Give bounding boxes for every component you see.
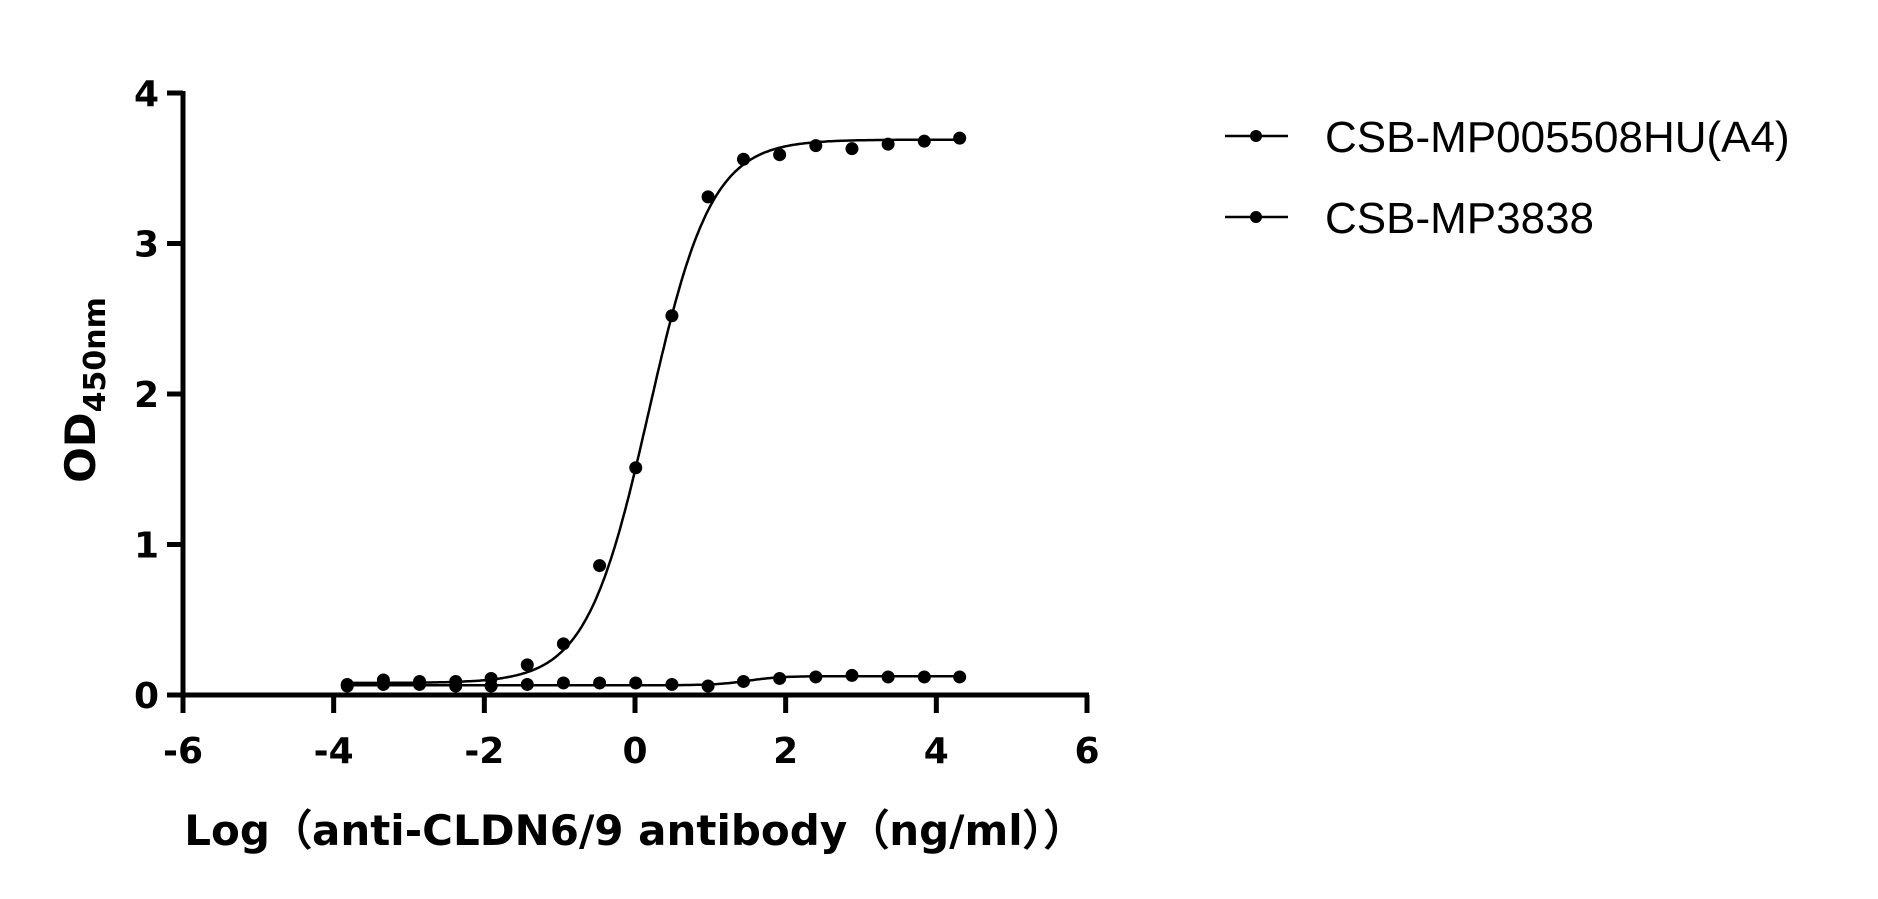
data-point-series-1 xyxy=(917,134,931,148)
y-axis-title-main: OD xyxy=(56,412,105,483)
data-point-series-2 xyxy=(449,679,463,693)
x-tick-label: 4 xyxy=(924,731,949,772)
data-point-series-1 xyxy=(701,190,715,204)
data-point-series-2 xyxy=(953,670,967,684)
plot-area xyxy=(340,131,967,693)
data-point-series-1 xyxy=(593,559,607,573)
legend-marker-2 xyxy=(1250,211,1262,223)
data-point-series-1 xyxy=(556,637,570,651)
data-point-series-1 xyxy=(773,148,787,162)
x-axis-title: Log（anti-CLDN6/9 antibody（ng/ml）） xyxy=(184,806,1085,855)
x-tick-label: -6 xyxy=(163,731,203,772)
data-point-series-2 xyxy=(556,676,570,690)
data-point-series-1 xyxy=(809,139,823,153)
data-point-series-1 xyxy=(953,131,967,145)
y-axis-title: OD450nm xyxy=(56,297,113,483)
x-tick-label: -2 xyxy=(464,731,504,772)
data-point-series-2 xyxy=(593,676,607,690)
data-point-series-2 xyxy=(484,679,498,693)
data-point-series-2 xyxy=(340,679,354,693)
data-point-series-2 xyxy=(917,670,931,684)
y-tick-label: 0 xyxy=(134,676,159,717)
data-point-series-2 xyxy=(809,670,823,684)
data-point-series-2 xyxy=(881,670,895,684)
x-tick-label: 6 xyxy=(1074,731,1099,772)
axes: -6 -4 -2 0 2 4 6 0 1 2 3 4 xyxy=(134,74,1100,772)
data-point-series-2 xyxy=(701,679,715,693)
legend-label-2: CSB-MP3838 xyxy=(1325,194,1594,243)
y-tick-label: 1 xyxy=(134,526,159,567)
x-tick-label: 2 xyxy=(773,731,798,772)
data-point-series-2 xyxy=(736,674,750,688)
y-tick-label: 3 xyxy=(134,225,159,266)
data-point-series-2 xyxy=(520,677,534,691)
data-point-series-2 xyxy=(629,676,643,690)
fit-curve-series-2 xyxy=(347,674,960,687)
data-point-series-2 xyxy=(665,677,679,691)
data-point-series-2 xyxy=(845,668,859,682)
y-axis-title-sub: 450nm xyxy=(78,297,113,412)
legend-label-1: CSB-MP005508HU(A4) xyxy=(1325,113,1790,162)
data-point-series-1 xyxy=(736,152,750,166)
y-tick-label: 4 xyxy=(134,74,159,115)
data-point-series-1 xyxy=(665,309,679,323)
data-point-series-1 xyxy=(629,461,643,475)
x-tick-label: 0 xyxy=(622,731,647,772)
x-tick-label: -4 xyxy=(314,731,354,772)
y-tick-label: 2 xyxy=(134,375,159,416)
data-point-series-2 xyxy=(413,677,427,691)
data-point-series-2 xyxy=(376,677,390,691)
data-point-series-1 xyxy=(881,137,895,151)
data-point-series-1 xyxy=(845,142,859,156)
data-point-series-2 xyxy=(773,671,787,685)
fit-curve-series-1 xyxy=(347,138,960,685)
legend: CSB-MP005508HU(A4) CSB-MP3838 xyxy=(1225,113,1790,243)
legend-marker-1 xyxy=(1250,130,1262,142)
data-point-series-1 xyxy=(520,658,534,672)
